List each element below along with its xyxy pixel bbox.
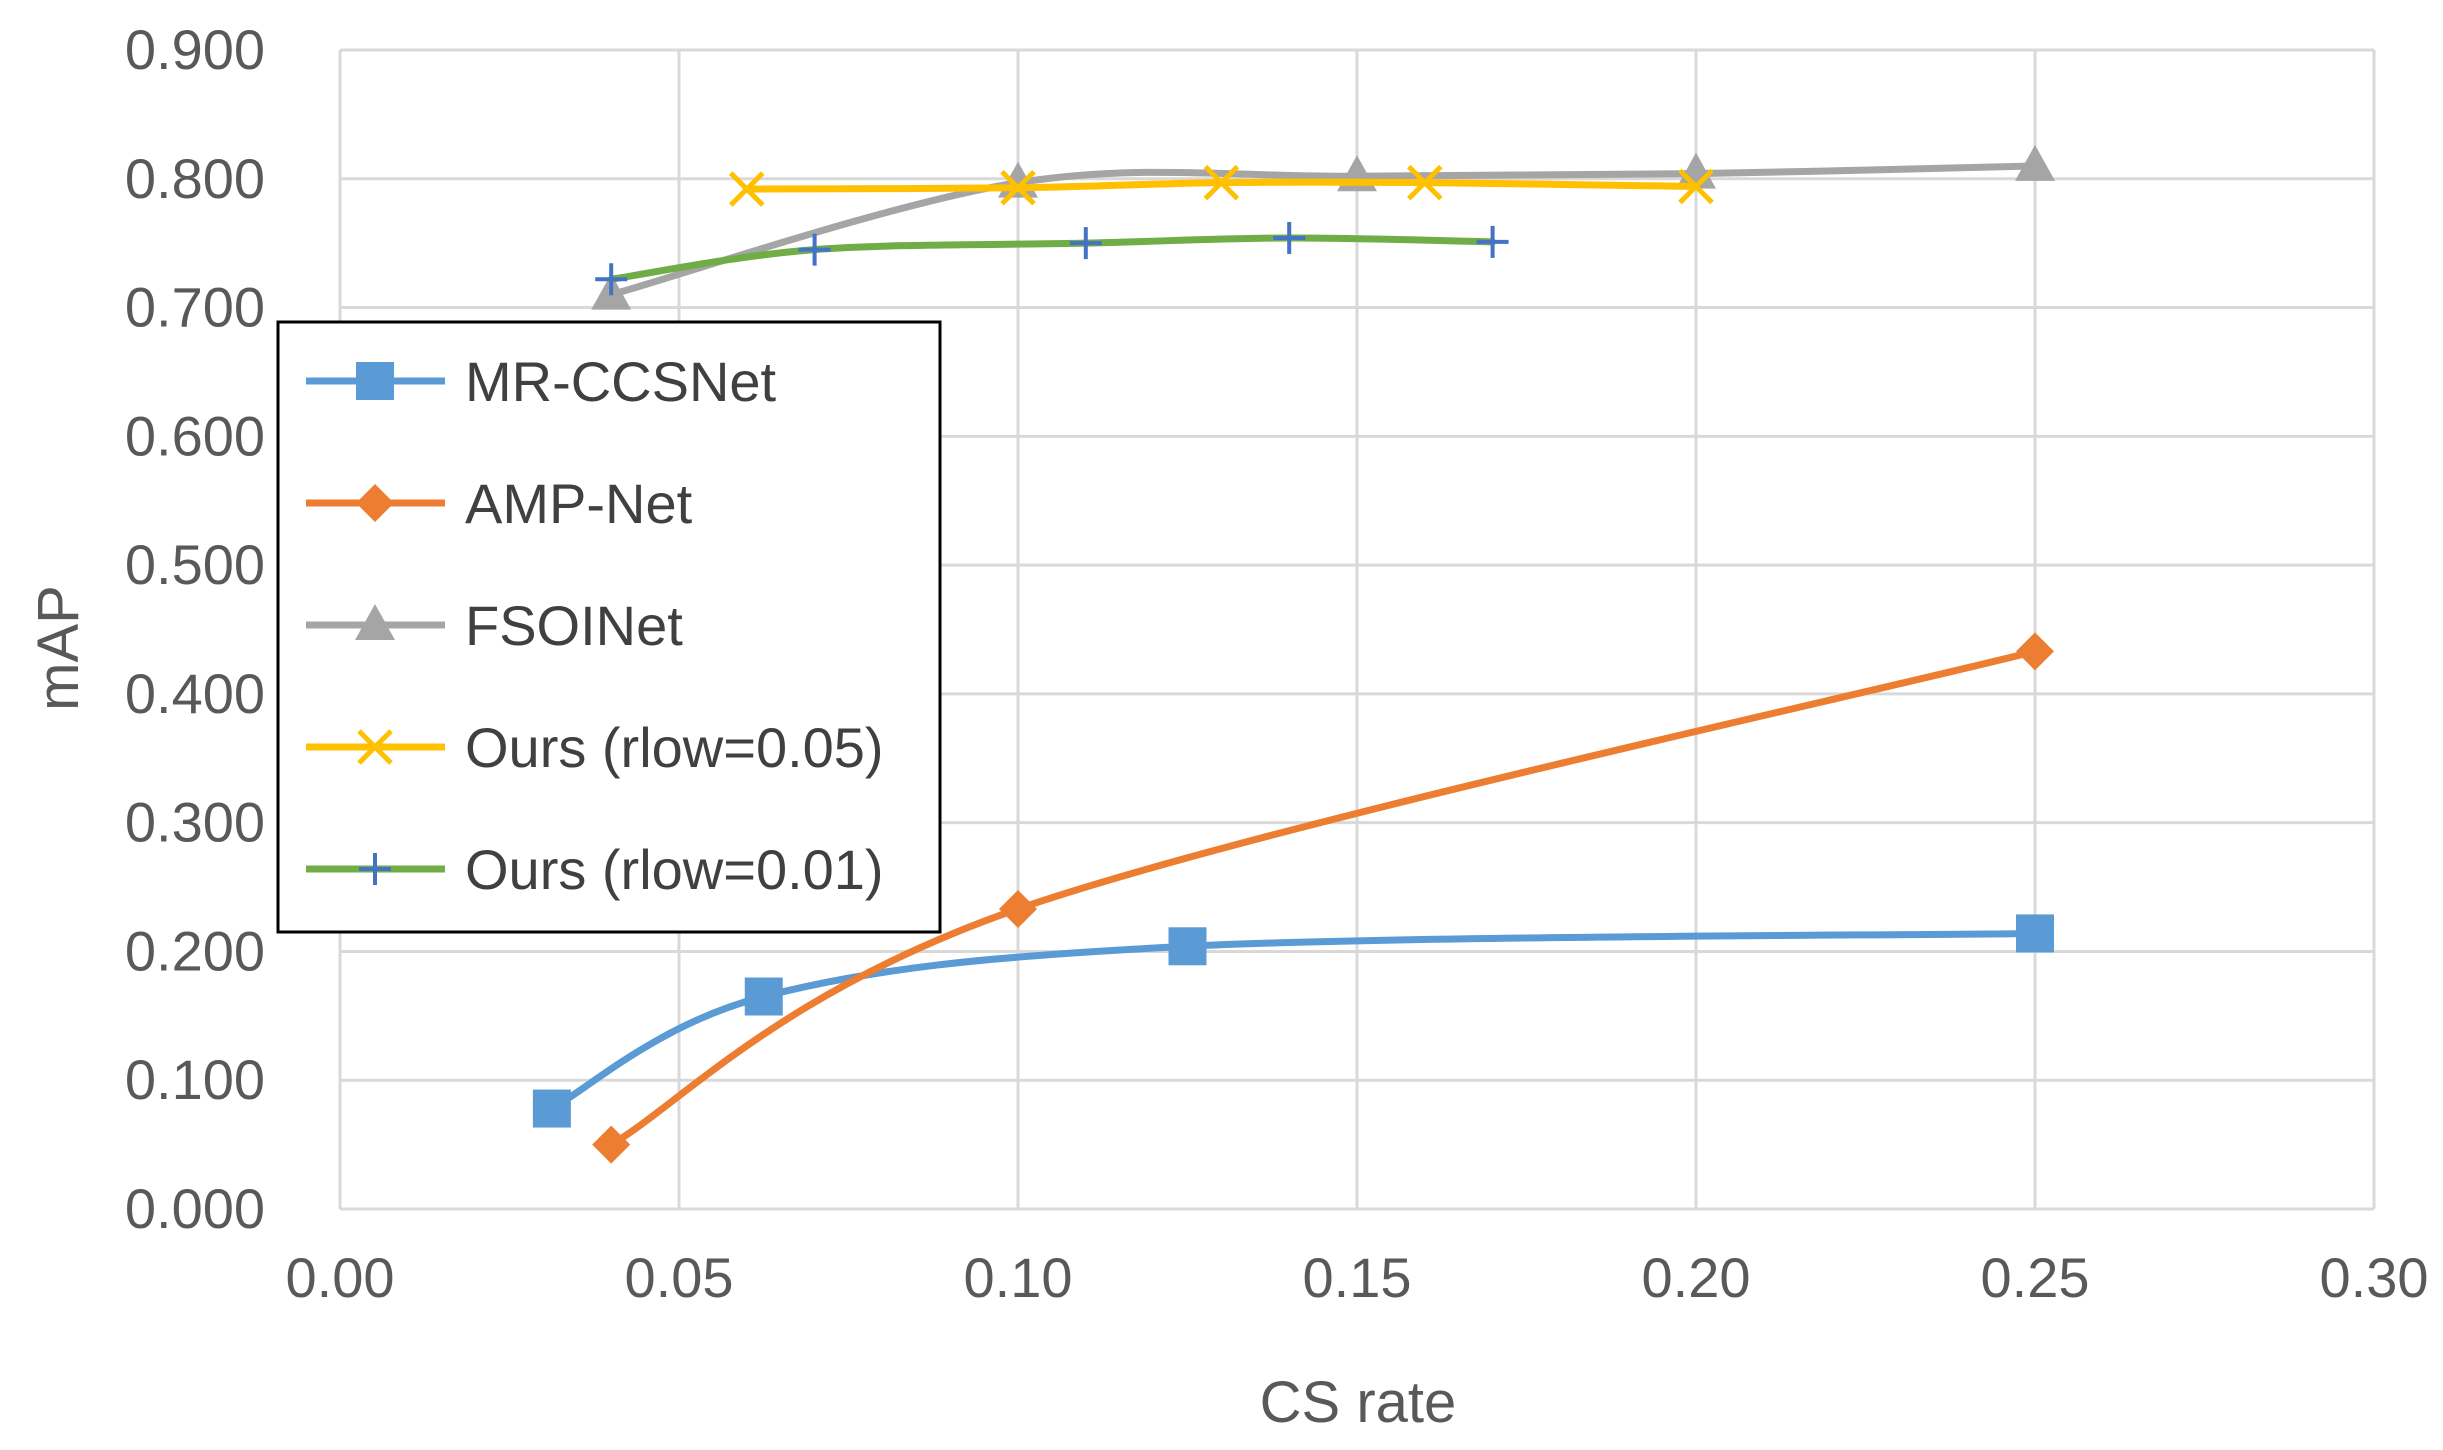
series-3 [591,144,2055,310]
x-tick-label: 0.30 [2320,1246,2429,1309]
data-point [1203,164,1240,201]
y-tick-label: 0.000 [125,1177,265,1240]
y-tick-label: 0.500 [125,533,265,596]
series-line [548,929,2039,1113]
data-point [2016,632,2054,671]
legend-marker [356,362,394,400]
legend-marker [355,604,395,640]
legend-item: MR-CCSNet [306,350,777,413]
data-point [1069,227,1102,260]
data-point [1273,222,1306,255]
data-point [1000,170,1036,206]
legend-label: FSOINet [465,594,683,657]
y-tick-label: 0.300 [125,791,265,854]
legend-label: Ours (rlow=0.01) [465,838,884,901]
x-tick-label: 0.00 [286,1246,395,1309]
y-tick-label: 0.400 [125,662,265,725]
series [532,144,2055,1164]
data-point [592,1125,631,1164]
y-tick-label: 0.900 [125,18,265,81]
legend-marker [359,853,391,885]
legend-label: Ours (rlow=0.05) [465,716,884,779]
y-tick-label: 0.200 [125,919,265,982]
data-point [1168,927,1207,966]
x-tick-label: 0.15 [1303,1246,1412,1309]
y-tick-label: 0.700 [125,276,265,339]
y-axis-title: mAP [26,585,91,711]
x-axis-title: CS rate [1260,1370,1457,1435]
legend: MR-CCSNet AMP-Net FSOINet Ours (rlow=0.05) O… [276,320,942,934]
data-point [2015,144,2055,181]
series-1 [532,914,2054,1128]
data-point [798,233,831,266]
legend-items: MR-CCSNet AMP-Net FSOINet Ours (rlow=0.05) O… [306,350,884,901]
data-point [2016,914,2054,953]
x-tick-label: 0.05 [625,1246,734,1309]
data-point [729,171,765,207]
y-tick-label: 0.800 [125,147,265,210]
series-5 [595,222,1509,296]
x-tick-label: 0.25 [1981,1246,2090,1309]
data-point [1407,164,1443,201]
data-point [744,977,783,1016]
x-tick-label: 0.10 [964,1246,1073,1309]
legend-label: MR-CCSNet [465,350,777,413]
y-tick-label: 0.100 [125,1048,265,1111]
legend-item: FSOINet [306,594,683,657]
y-tick-label: 0.600 [125,404,265,467]
data-point [1678,168,1714,205]
legend-item: Ours (rlow=0.01) [306,838,884,901]
data-point [532,1089,571,1128]
series-2 [592,632,2054,1164]
series-4 [729,164,1714,207]
axis-ticks: 0.000 0.100 0.200 0.300 0.400 0.500 0.600 0.700… [125,18,2429,1309]
legend-marker [357,729,393,765]
legend-label: AMP-Net [465,472,693,535]
series-line [607,234,1497,283]
data-point [595,263,628,296]
series-line [607,647,2039,1149]
legend-item: Ours (rlow=0.05) [306,716,884,779]
x-tick-label: 0.20 [1642,1246,1751,1309]
legend-item: AMP-Net [306,472,693,535]
data-point [999,889,1037,928]
legend-marker [356,484,394,522]
data-point [1476,225,1509,258]
